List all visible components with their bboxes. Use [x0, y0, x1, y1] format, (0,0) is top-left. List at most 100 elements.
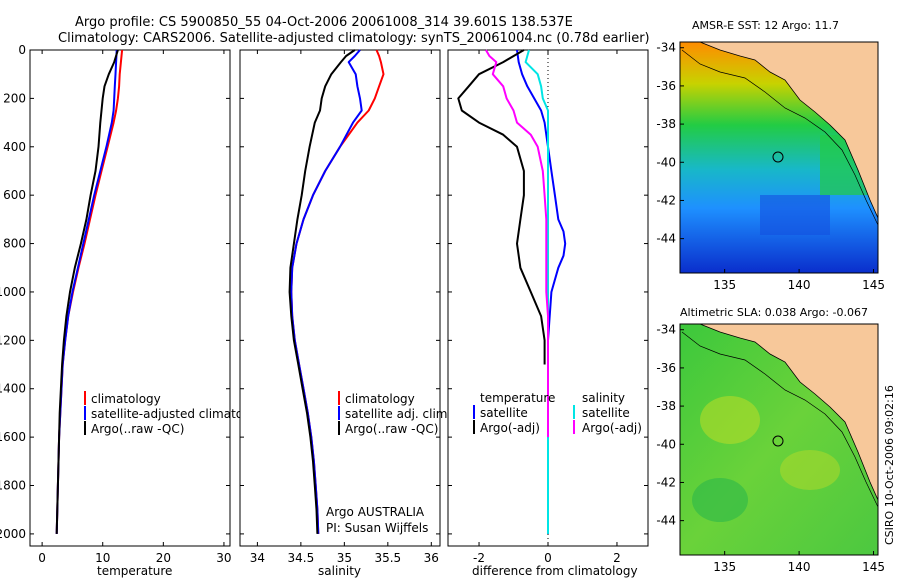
- x-tick-label: 20: [156, 551, 171, 565]
- series-salinity-argo-adj-: [485, 49, 549, 438]
- x-tick-label: 0: [544, 551, 552, 565]
- temperature-lines: [55, 49, 124, 534]
- y-tick-label: 1000: [0, 285, 26, 299]
- temperature-panel: 0 10 20 30 0 200 400 600 800 1000 1200 1400 1600 1800…: [0, 43, 269, 578]
- map-x-tick-label: 135: [713, 278, 736, 292]
- land: [700, 324, 878, 500]
- y-tick-label: 2000: [0, 527, 26, 541]
- legend-satellite: satellite-adjusted climatology: [91, 407, 269, 421]
- x-tick-label: 2: [613, 551, 621, 565]
- y-tick-label: 600: [3, 188, 26, 202]
- y-tick-label: 1600: [0, 430, 26, 444]
- x-tick-label: 35.5: [374, 551, 401, 565]
- y-tick-label: 800: [3, 237, 26, 251]
- shelf-contour: [681, 49, 878, 226]
- map-y-tick-label: -40: [656, 155, 676, 169]
- sla-map-field: [680, 324, 878, 555]
- coastline: [699, 42, 878, 219]
- salinity-legend: climatology satellite adj. clim. Argo(..…: [338, 391, 451, 436]
- legend-climatology: climatology: [91, 392, 161, 406]
- legend-temp-satellite: satellite: [480, 406, 528, 420]
- map-x-tick-label: 140: [788, 560, 811, 574]
- sst-map-title: AMSR-E SST: 12 Argo: 11.7: [692, 19, 839, 32]
- shelf-contour: [681, 331, 878, 508]
- map-y-tick-label: -42: [656, 475, 676, 489]
- y-tick-label: 1200: [0, 333, 26, 347]
- x-tick-label: 36: [424, 551, 439, 565]
- side-label: CSIRO 10-Oct-2006 09:02:16: [883, 385, 896, 545]
- salinity-lines: [288, 49, 385, 534]
- header-line-1: Argo profile: CS 5900850_55 04-Oct-2006 …: [75, 15, 573, 30]
- legend-salinity-title: salinity: [582, 391, 625, 405]
- salinity-xlabel: salinity: [318, 564, 361, 578]
- temperature-axes: [29, 49, 231, 547]
- sst-map-field: [680, 42, 878, 273]
- float-program: Argo AUSTRALIA: [326, 505, 425, 519]
- y-tick-label: 1400: [0, 382, 26, 396]
- sla-map-axes: [679, 323, 879, 556]
- map-x-tick-label: 145: [862, 278, 885, 292]
- map-y-tick-label: -40: [656, 437, 676, 451]
- y-tick-label: 1800: [0, 479, 26, 493]
- temperature-ticks: 0 10 20 30 0 200 400 600 800 1000 1200 1400 1600 1800…: [0, 43, 232, 565]
- salinity-axes: [239, 49, 441, 547]
- legend-sal-argo: Argo(-adj): [582, 421, 642, 435]
- legend-sal-satellite: satellite: [582, 406, 630, 420]
- sla-high-patch: [700, 396, 760, 444]
- series-temperature-argo-adj-: [457, 49, 546, 365]
- y-tick-label: 200: [3, 91, 26, 105]
- map-x-tick-label: 135: [713, 560, 736, 574]
- map-x-tick-label: 140: [788, 278, 811, 292]
- legend-temp-argo: Argo(-adj): [480, 421, 540, 435]
- map-y-tick-label: -36: [656, 361, 676, 375]
- sla-low-patch: [692, 478, 748, 522]
- float-pi: PI: Susan Wijffels: [326, 521, 428, 535]
- x-tick-label: 30: [216, 551, 231, 565]
- temperature-legend: climatology satellite-adjusted climatolo…: [84, 391, 269, 436]
- sst-map-ticks: 135 140 145 -34 -36 -38 -40 -42 -44: [656, 41, 885, 292]
- legend-climatology: climatology: [345, 392, 415, 406]
- x-tick-label: 10: [95, 551, 110, 565]
- difference-legend: temperature satellite Argo(-adj) salinit…: [473, 391, 642, 435]
- difference-panel: -2 0 2 difference from climatology tempera…: [447, 49, 649, 578]
- sla-map-ticks: 135 140 145 -34 -36 -38 -40 -42 -44: [656, 323, 885, 574]
- float-position-marker: [772, 435, 784, 447]
- x-tick-label: 35: [337, 551, 352, 565]
- difference-xlabel: difference from climatology: [472, 564, 638, 578]
- map-y-tick-label: -42: [656, 193, 676, 207]
- y-tick-label: 0: [18, 43, 26, 57]
- series-argo-raw-qc-: [288, 49, 356, 534]
- land: [700, 42, 878, 218]
- salinity-ticks: 34 34.5 35 35.5 36: [240, 49, 440, 565]
- header-line-2: Climatology: CARS2006. Satellite-adjuste…: [58, 31, 650, 46]
- temperature-xlabel: temperature: [97, 564, 172, 578]
- y-tick-label: 400: [3, 140, 26, 154]
- coastline: [699, 324, 878, 501]
- map-y-tick-label: -36: [656, 79, 676, 93]
- legend-temperature-title: temperature: [480, 391, 555, 405]
- legend-argo: Argo(..raw -QC): [91, 422, 184, 436]
- float-position-marker: [772, 151, 784, 163]
- map-y-tick-label: -38: [656, 117, 676, 131]
- sst-cold-patch: [760, 195, 830, 235]
- x-tick-label: 0: [38, 551, 46, 565]
- x-tick-label: 34: [250, 551, 265, 565]
- map-y-tick-label: -44: [656, 514, 676, 528]
- series-argo-raw-qc-: [55, 49, 119, 534]
- sla-high-patch: [780, 450, 840, 490]
- map-y-tick-label: -34: [656, 41, 676, 55]
- sla-map-title: Altimetric SLA: 0.038 Argo: -0.067: [680, 306, 868, 319]
- sla-map-panel: Altimetric SLA: 0.038 Argo: -0.067 135 14…: [656, 306, 885, 574]
- map-y-tick-label: -44: [656, 232, 676, 246]
- difference-lines: [457, 49, 567, 534]
- x-tick-label: -2: [473, 551, 485, 565]
- x-tick-label: 34.5: [288, 551, 315, 565]
- map-x-tick-label: 145: [862, 560, 885, 574]
- sst-map-panel: AMSR-E SST: 12 Argo: 11.7 135 140 145 -34 -3…: [656, 19, 885, 292]
- map-y-tick-label: -38: [656, 399, 676, 413]
- map-y-tick-label: -34: [656, 323, 676, 337]
- legend-argo: Argo(..raw -QC): [345, 422, 438, 436]
- salinity-panel: 34 34.5 35 35.5 36 salinity climatology sate…: [239, 49, 451, 578]
- sst-map-axes: [679, 41, 879, 274]
